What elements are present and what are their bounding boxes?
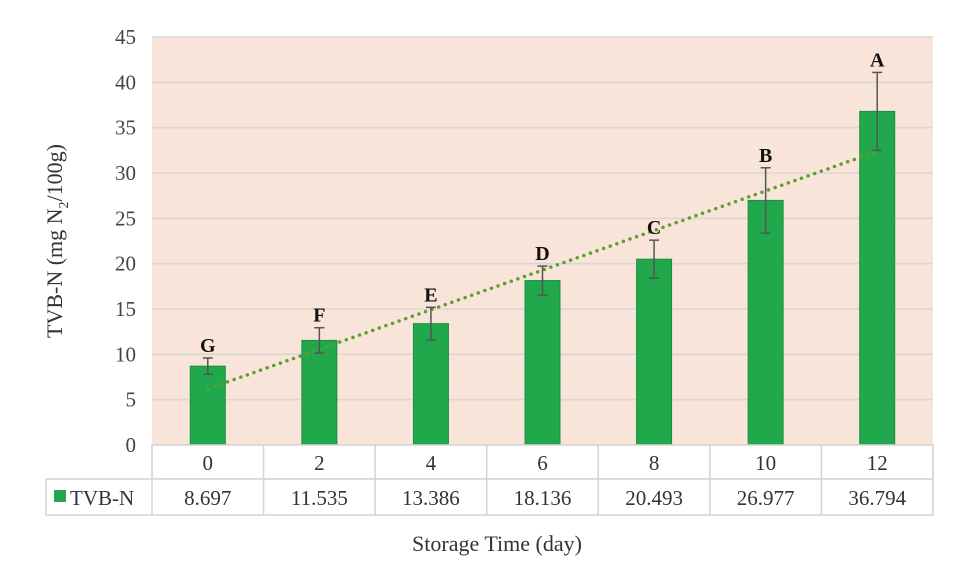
bar: [412, 323, 449, 446]
y-tick-label: 20: [115, 252, 136, 276]
significance-letter: E: [424, 284, 437, 306]
table-value: 8.697: [184, 486, 231, 510]
bar: [301, 339, 338, 446]
y-tick-label: 0: [126, 433, 137, 457]
significance-letter: D: [535, 243, 549, 265]
significance-letter: B: [759, 145, 772, 167]
y-tick-label: 35: [115, 116, 136, 140]
table-value: 13.386: [402, 486, 460, 510]
bar: [524, 280, 561, 446]
x-tick-label: 4: [426, 451, 437, 475]
x-axis-label: Storage Time (day): [412, 531, 582, 556]
bar: [189, 365, 226, 446]
table-value: 36.794: [848, 486, 906, 510]
x-tick-label: 12: [867, 451, 888, 475]
y-tick-label: 15: [115, 297, 136, 321]
x-tick-label: 2: [314, 451, 325, 475]
x-tick-label: 0: [203, 451, 214, 475]
x-tick-label: 8: [649, 451, 660, 475]
y-tick-label: 10: [115, 342, 136, 366]
bar: [636, 258, 673, 446]
y-tick-label: 25: [115, 206, 136, 230]
y-tick-label: 30: [115, 161, 136, 185]
legend-swatch-icon: [54, 490, 66, 502]
table-data-row: [45, 478, 934, 516]
x-tick-label: 6: [537, 451, 548, 475]
significance-letter: G: [200, 335, 216, 357]
table-value: 26.977: [737, 486, 795, 510]
table-value: 20.493: [625, 486, 683, 510]
significance-letter: F: [313, 305, 325, 327]
y-tick-label: 40: [115, 70, 136, 94]
table-value: 18.136: [514, 486, 572, 510]
significance-letter: A: [870, 49, 885, 71]
x-tick-label: 10: [755, 451, 776, 475]
y-axis-label: TVB-N (mg N2/100g): [42, 144, 72, 338]
y-tick-label: 45: [115, 25, 136, 49]
bar: [859, 110, 896, 446]
table-value: 11.535: [291, 486, 348, 510]
bar: [747, 199, 784, 446]
significance-letter: C: [647, 217, 661, 239]
legend-label: TVB-N: [70, 486, 134, 510]
y-tick-label: 5: [126, 388, 137, 412]
